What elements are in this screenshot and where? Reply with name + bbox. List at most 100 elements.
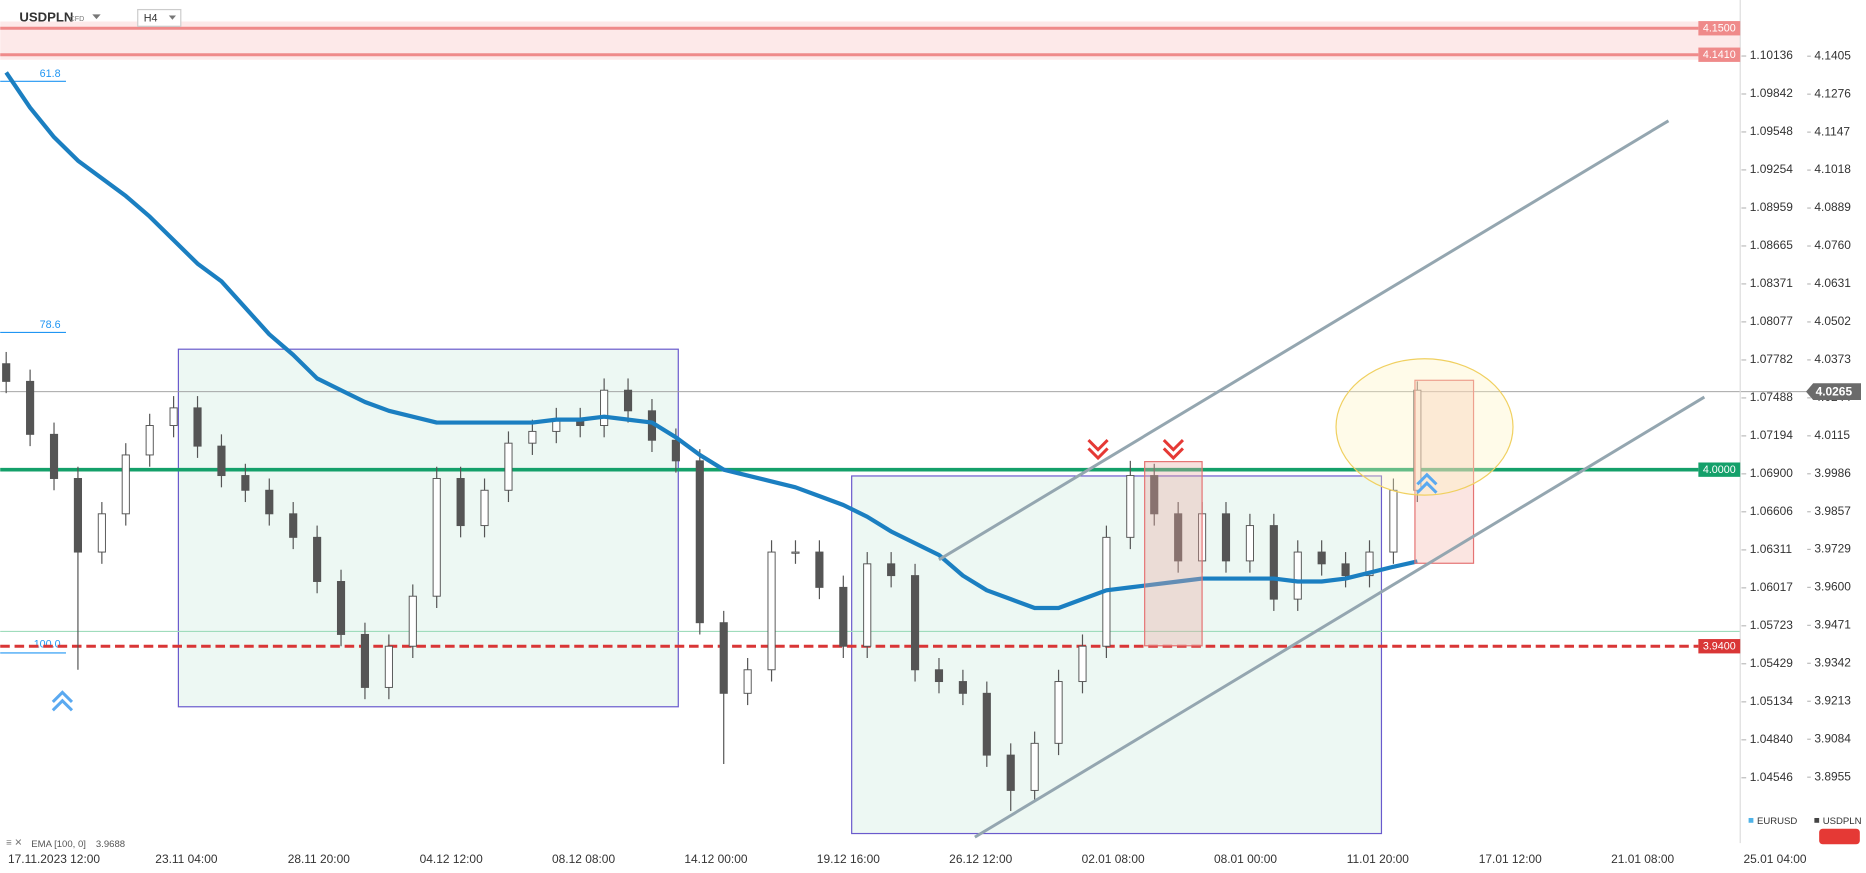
candle-body xyxy=(600,389,609,427)
y2-tick-label: 1.07194 xyxy=(1750,428,1794,442)
legend-label: USDPLN xyxy=(1823,816,1862,827)
level-tag xyxy=(1698,639,1741,654)
y-tick-label: 4.1147 xyxy=(1814,124,1850,138)
channel-line xyxy=(938,119,1670,561)
candle-body xyxy=(1389,489,1398,553)
candle-body xyxy=(1078,645,1087,683)
y-tick-label: 4.0631 xyxy=(1814,276,1851,290)
symbol[interactable]: USDPLN xyxy=(19,9,73,24)
x-tick-label: 02.01 08:00 xyxy=(1082,852,1145,866)
candle-body xyxy=(982,692,991,756)
candle-body xyxy=(719,622,728,694)
y2-tick-label: 1.08077 xyxy=(1750,314,1794,328)
y-tick-label: 4.0115 xyxy=(1814,428,1850,442)
y-tick-label: 4.1405 xyxy=(1814,48,1851,62)
candle-body xyxy=(456,478,465,527)
candle-body xyxy=(193,407,202,447)
indicator-value: 3.9688 xyxy=(96,839,125,850)
candle-body xyxy=(241,475,250,491)
y2-tick-label: 1.10136 xyxy=(1750,48,1794,62)
candle-body xyxy=(528,430,537,444)
candle-body xyxy=(169,407,178,427)
candle-body xyxy=(97,513,106,553)
candle-body xyxy=(1150,475,1159,515)
plot xyxy=(0,26,1808,812)
candle-body xyxy=(934,669,944,683)
candle-body xyxy=(49,433,59,479)
dropdown-icon[interactable] xyxy=(92,14,101,20)
level-tag xyxy=(1698,462,1741,477)
candle-body xyxy=(1054,681,1063,744)
candle-body xyxy=(1245,525,1254,562)
y2-tick-label: 1.04546 xyxy=(1750,770,1794,784)
legend-swatch xyxy=(1814,817,1820,823)
x-tick-label: 04.12 12:00 xyxy=(420,852,483,866)
y-tick-label: 3.9084 xyxy=(1814,731,1851,745)
candle-body xyxy=(313,536,322,582)
x-tick-label: 25.01 04:00 xyxy=(1743,852,1806,866)
candle-body xyxy=(26,380,35,435)
timeframe-select[interactable] xyxy=(137,8,182,27)
candle-body xyxy=(504,442,513,491)
candle-body xyxy=(336,581,346,635)
y2-tick-label: 1.08371 xyxy=(1750,276,1794,290)
candle-body xyxy=(623,389,633,412)
y-tick-label: 3.9600 xyxy=(1814,580,1851,594)
candle-body xyxy=(360,633,370,688)
candle-body xyxy=(1006,754,1015,791)
last-price-tag xyxy=(1806,383,1862,401)
y2-tick-label: 1.08665 xyxy=(1750,238,1794,252)
candle-body xyxy=(1317,551,1326,565)
level-label: 3.9400 xyxy=(1703,641,1736,653)
action-button[interactable] xyxy=(1819,828,1860,845)
y-tick-label: 3.8955 xyxy=(1814,769,1851,783)
y-tick-label: 3.9729 xyxy=(1814,542,1851,556)
level-label: 4.1500 xyxy=(1703,23,1736,35)
y2-tick-label: 1.09548 xyxy=(1750,124,1794,138)
y-tick-label: 4.0502 xyxy=(1814,314,1851,328)
candle-body xyxy=(73,478,83,553)
level-label: 4.1410 xyxy=(1703,49,1736,61)
candle-body xyxy=(289,513,298,538)
y2-tick-label: 1.06606 xyxy=(1750,504,1794,518)
y-tick-label: 3.9471 xyxy=(1814,617,1851,631)
y-tick-label: 4.1018 xyxy=(1814,162,1851,176)
candle-body xyxy=(1126,475,1135,538)
x-tick-label: 08.01 00:00 xyxy=(1214,852,1277,866)
candle-body xyxy=(1269,525,1278,600)
candle-body xyxy=(839,586,848,647)
dropdown-icon[interactable] xyxy=(168,15,177,20)
y2-tick-label: 1.05723 xyxy=(1750,618,1794,632)
y2-tick-label: 1.06900 xyxy=(1750,466,1794,480)
candle-body xyxy=(743,669,752,694)
y2-tick-label: 1.04840 xyxy=(1750,732,1794,746)
sell-arrow xyxy=(1087,439,1184,461)
candle-body xyxy=(910,575,920,671)
candle-body xyxy=(887,563,896,577)
legend-swatch xyxy=(1748,817,1754,823)
candle-body xyxy=(1341,563,1350,577)
last-price-label: 4.0265 xyxy=(1816,384,1853,398)
fib-label: 61.8 xyxy=(40,68,61,80)
candle-body xyxy=(1174,513,1183,562)
x-tick-label: 28.11 20:00 xyxy=(288,852,351,866)
candle-body xyxy=(1293,551,1302,600)
x-tick-label: 17.11.2023 12:00 xyxy=(8,852,100,866)
y2-tick-label: 1.09254 xyxy=(1750,162,1794,176)
candle-body xyxy=(1365,551,1374,577)
y2-tick-label: 1.08959 xyxy=(1750,200,1794,214)
y2-tick-label: 1.05134 xyxy=(1750,694,1794,708)
candle-body xyxy=(1413,389,1422,491)
candle-body xyxy=(863,563,872,647)
x-tick-label: 19.12 16:00 xyxy=(817,852,880,866)
indicator-icon[interactable]: ≡ ✕ xyxy=(6,838,22,849)
buy-arrow xyxy=(51,472,1438,712)
fib-label: 100.0 xyxy=(34,638,61,650)
y2-tick-label: 1.07488 xyxy=(1750,390,1794,404)
candle-body xyxy=(408,595,417,647)
timeframe: H4 xyxy=(144,12,158,24)
ema-line xyxy=(4,71,1418,611)
instrument-type: CFD xyxy=(70,15,85,23)
candle-body xyxy=(695,460,704,624)
